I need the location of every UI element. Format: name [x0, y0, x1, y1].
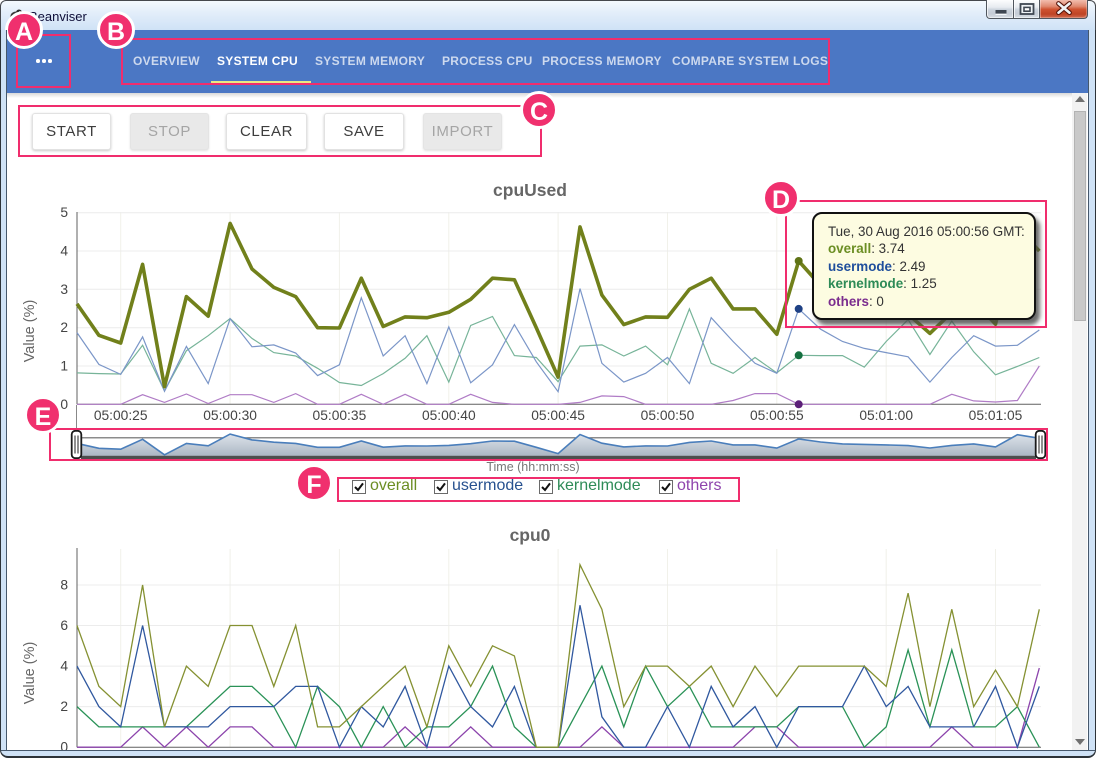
svg-text:05:00:35: 05:00:35	[313, 408, 367, 423]
svg-text:05:00:40: 05:00:40	[422, 408, 476, 423]
svg-text:05:00:55: 05:00:55	[750, 408, 804, 423]
svg-text:4: 4	[60, 659, 68, 674]
svg-text:05:00:25: 05:00:25	[94, 408, 148, 423]
svg-text:5: 5	[60, 205, 68, 220]
svg-text:05:01:00: 05:01:00	[859, 408, 913, 423]
svg-text:3: 3	[60, 282, 68, 297]
svg-text:05:01:05: 05:01:05	[969, 408, 1023, 423]
svg-text:2: 2	[60, 699, 68, 714]
svg-text:4: 4	[60, 244, 68, 259]
svg-text:0: 0	[60, 740, 68, 755]
svg-text:8: 8	[60, 578, 68, 593]
svg-text:0: 0	[60, 397, 68, 412]
svg-text:05:00:45: 05:00:45	[531, 408, 585, 423]
svg-text:6: 6	[60, 618, 68, 633]
svg-text:2: 2	[60, 320, 68, 335]
svg-text:05:00:30: 05:00:30	[203, 408, 257, 423]
svg-text:05:00:50: 05:00:50	[641, 408, 695, 423]
svg-text:1: 1	[60, 359, 68, 374]
